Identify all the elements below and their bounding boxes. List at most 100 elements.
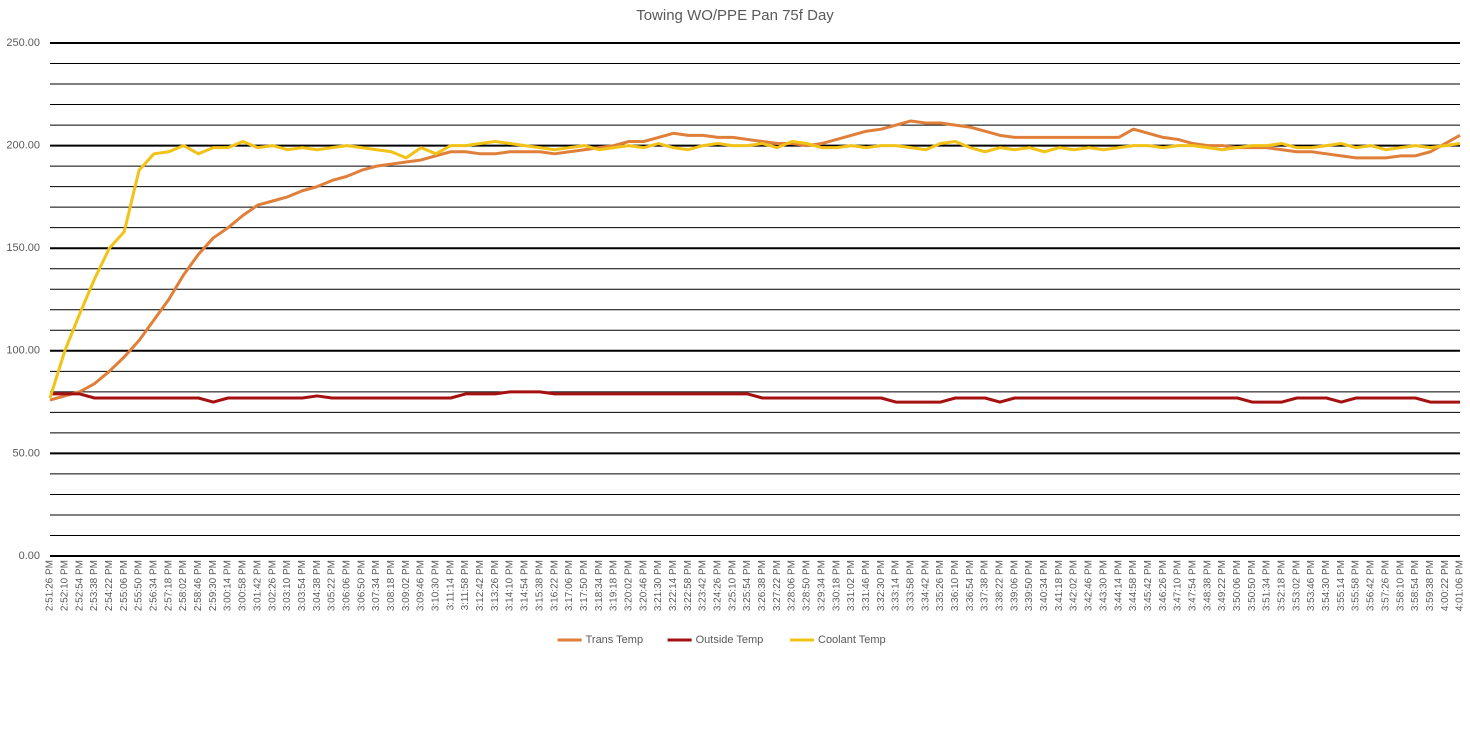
y-tick-label: 100.00 <box>6 345 40 357</box>
x-tick-label: 3:43:30 PM <box>1098 560 1109 611</box>
x-tick-label: 3:23:42 PM <box>698 560 709 611</box>
x-tick-label: 3:26:38 PM <box>757 560 768 611</box>
x-tick-label: 3:34:42 PM <box>920 560 931 611</box>
x-tick-label: 3:31:02 PM <box>846 560 857 611</box>
x-tick-label: 3:13:26 PM <box>490 560 501 611</box>
x-tick-label: 3:29:34 PM <box>816 560 827 611</box>
x-tick-label: 3:40:34 PM <box>1039 560 1050 611</box>
x-tick-label: 3:14:54 PM <box>520 560 531 611</box>
x-tick-label: 4:00:22 PM <box>1440 560 1451 611</box>
x-tick-label: 3:57:26 PM <box>1380 560 1391 611</box>
x-tick-label: 3:53:02 PM <box>1291 560 1302 611</box>
x-tick-label: 2:58:46 PM <box>193 560 204 611</box>
x-tick-label: 3:47:10 PM <box>1173 560 1184 611</box>
x-tick-label: 3:38:22 PM <box>995 560 1006 611</box>
x-tick-label: 3:17:50 PM <box>579 560 590 611</box>
x-tick-label: 3:00:58 PM <box>238 560 249 611</box>
x-tick-label: 3:19:18 PM <box>609 560 620 611</box>
x-tick-label: 3:11:14 PM <box>445 560 456 610</box>
x-tick-label: 3:39:50 PM <box>1024 560 1035 611</box>
x-tick-label: 3:06:06 PM <box>341 560 352 611</box>
x-tick-label: 3:09:46 PM <box>416 560 427 611</box>
x-tick-label: 3:32:30 PM <box>876 560 887 611</box>
x-tick-label: 3:42:02 PM <box>1069 560 1080 611</box>
y-tick-label: 0.00 <box>19 550 40 562</box>
x-tick-label: 3:25:10 PM <box>727 560 738 611</box>
x-tick-label: 3:44:58 PM <box>1128 560 1139 611</box>
x-tick-label: 4:01:06 PM <box>1455 560 1466 611</box>
x-tick-label: 3:54:30 PM <box>1321 560 1332 611</box>
x-tick-label: 3:17:06 PM <box>564 560 575 611</box>
x-tick-label: 2:51:26 PM <box>45 560 56 611</box>
x-tick-label: 3:05:22 PM <box>327 560 338 611</box>
x-tick-label: 3:39:06 PM <box>1009 560 1020 611</box>
line-series <box>48 139 1461 399</box>
x-tick-label: 3:25:54 PM <box>742 560 753 611</box>
x-tick-label: 3:28:50 PM <box>802 560 813 611</box>
x-tick-label: 3:59:38 PM <box>1425 560 1436 611</box>
x-tick-label: 2:55:50 PM <box>134 560 145 611</box>
x-tick-label: 3:01:42 PM <box>252 560 263 611</box>
x-tick-label: 2:54:22 PM <box>104 560 115 611</box>
y-tick-label: 50.00 <box>12 447 40 459</box>
x-tick-label: 3:33:14 PM <box>891 560 902 611</box>
x-tick-label: 3:02:26 PM <box>267 560 278 611</box>
x-tick-label: 3:03:54 PM <box>297 560 308 611</box>
y-tick-label: 200.00 <box>6 140 40 152</box>
line-series <box>50 390 1460 404</box>
x-tick-label: 2:52:10 PM <box>59 560 70 611</box>
x-tick-label: 3:03:10 PM <box>282 560 293 611</box>
x-tick-label: 3:22:14 PM <box>668 560 679 611</box>
x-tick-label: 2:52:54 PM <box>74 560 85 611</box>
x-tick-label: 3:42:46 PM <box>1084 560 1095 611</box>
legend-label: Outside Temp <box>696 634 764 646</box>
legend-item: Trans Temp <box>557 634 643 646</box>
legend-item: Outside Temp <box>667 634 764 646</box>
x-tick-label: 3:06:50 PM <box>356 560 367 611</box>
x-tick-label: 3:49:22 PM <box>1217 560 1228 611</box>
y-tick-label: 150.00 <box>6 242 40 254</box>
x-tick-label: 2:56:34 PM <box>149 560 160 611</box>
x-tick-label: 3:51:34 PM <box>1262 560 1273 611</box>
x-tick-label: 2:55:06 PM <box>119 560 130 611</box>
x-tick-label: 3:53:46 PM <box>1306 560 1317 611</box>
x-tick-label: 3:18:34 PM <box>594 560 605 611</box>
x-tick-label: 3:33:58 PM <box>905 560 916 611</box>
x-tick-label: 2:59:30 PM <box>208 560 219 611</box>
legend-label: Trans Temp <box>586 634 643 646</box>
x-tick-label: 3:52:18 PM <box>1277 560 1288 611</box>
x-tick-label: 3:04:38 PM <box>312 560 323 611</box>
x-tick-label: 3:58:54 PM <box>1410 560 1421 611</box>
x-tick-label: 3:00:14 PM <box>223 560 234 611</box>
line-series <box>49 119 1461 402</box>
x-tick-label: 3:31:46 PM <box>861 560 872 611</box>
x-tick-label: 3:58:10 PM <box>1395 560 1406 611</box>
x-tick-label: 3:36:54 PM <box>965 560 976 611</box>
x-tick-label: 3:48:38 PM <box>1202 560 1213 611</box>
legend-label: Coolant Temp <box>818 634 886 646</box>
x-tick-label: 3:50:50 PM <box>1247 560 1258 611</box>
x-tick-label: 3:11:58 PM <box>460 560 471 610</box>
x-tick-label: 3:37:38 PM <box>980 560 991 611</box>
x-tick-label: 3:44:14 PM <box>1113 560 1124 611</box>
x-tick-label: 3:55:58 PM <box>1351 560 1362 611</box>
x-tick-label: 3:20:46 PM <box>638 560 649 611</box>
x-tick-label: 2:58:02 PM <box>178 560 189 611</box>
x-tick-label: 3:27:22 PM <box>772 560 783 611</box>
legend-item: Coolant Temp <box>790 634 886 646</box>
x-tick-label: 3:08:18 PM <box>386 560 397 611</box>
x-tick-label: 3:45:42 PM <box>1143 560 1154 611</box>
x-tick-label: 3:55:14 PM <box>1336 560 1347 611</box>
x-tick-label: 3:56:42 PM <box>1366 560 1377 611</box>
x-tick-label: 3:50:06 PM <box>1232 560 1243 611</box>
x-tick-label: 3:36:10 PM <box>950 560 961 611</box>
x-tick-label: 3:14:10 PM <box>505 560 516 611</box>
x-tick-label: 3:47:54 PM <box>1187 560 1198 611</box>
x-tick-label: 2:57:18 PM <box>163 560 174 611</box>
x-tick-label: 3:24:26 PM <box>713 560 724 611</box>
x-tick-label: 3:16:22 PM <box>549 560 560 611</box>
x-tick-label: 3:41:18 PM <box>1054 560 1065 611</box>
x-tick-label: 3:30:18 PM <box>831 560 842 611</box>
